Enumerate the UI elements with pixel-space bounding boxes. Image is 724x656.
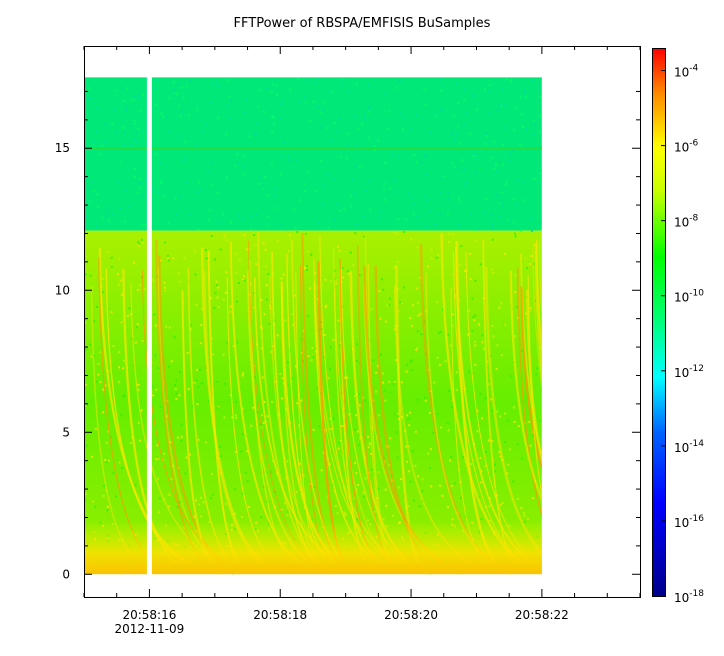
data-gap (146, 76, 152, 576)
x-tick-label: 20:58:18 (253, 608, 307, 622)
y-tick-label: 5 (62, 425, 70, 439)
colorbar-tick-label: 10-4 (674, 64, 699, 80)
chart-title: FFTPower of RBSPA/EMFISIS BuSamples (233, 16, 491, 31)
x-tick-label: 20:58:22 (515, 608, 569, 622)
x-tick-label: 20:58:20 (384, 608, 438, 622)
x-tick-label: 20:58:16 (122, 608, 176, 622)
colorbar-tick-label: 10-8 (674, 214, 699, 230)
x-tick-date-label: 2012-11-09 (115, 622, 185, 636)
colorbar (652, 48, 666, 597)
y-axis: 0 5 10 15 (55, 90, 640, 581)
noise-speckle (84, 77, 542, 575)
colorbar-tick-label: 10-16 (674, 514, 704, 530)
low-frequency-floor (84, 520, 542, 575)
y-tick-label: 0 (62, 567, 70, 581)
y-tick-label: 10 (55, 283, 70, 297)
colorbar-tick-label: 10-10 (674, 289, 704, 305)
colorbar-tick-label: 10-12 (674, 364, 704, 380)
spectrogram-image (84, 77, 542, 575)
colorbar-tick-label: 10-6 (674, 139, 699, 155)
plot-frame (84, 46, 641, 598)
y-tick-label: 15 (55, 141, 70, 155)
colorbar-tick-label: 10-18 (674, 589, 704, 605)
colorbar-axis: 10-4 10-6 10-8 10-10 10-12 10-14 10-16 10-18 (661, 64, 704, 605)
upper-frequency-band (84, 77, 542, 231)
colorbar-tick-label: 10-14 (674, 439, 704, 455)
